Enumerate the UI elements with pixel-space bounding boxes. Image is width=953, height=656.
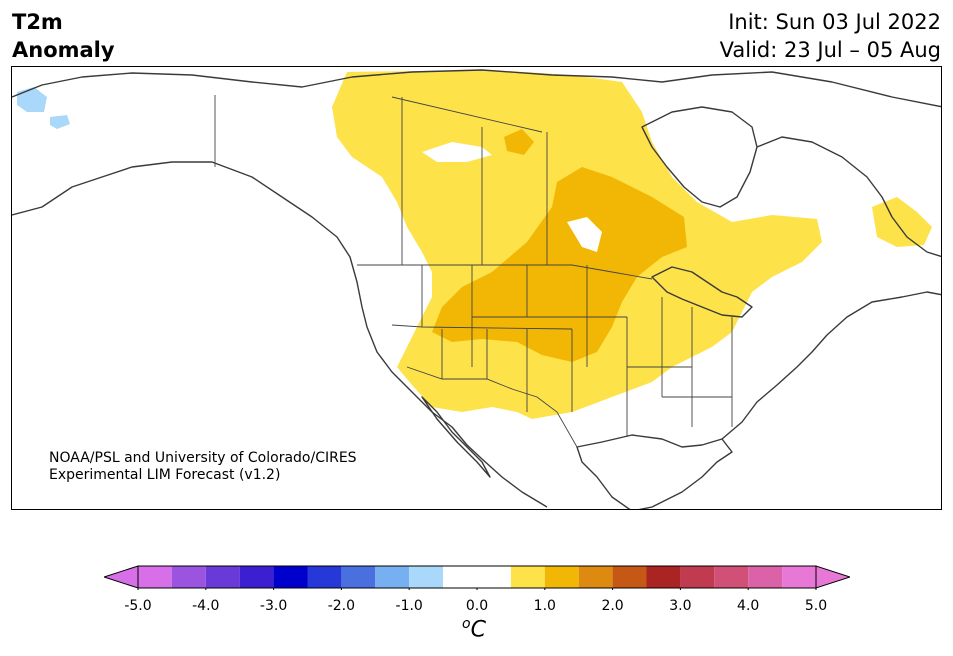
cold-anomaly-alaska [17, 87, 47, 112]
colorbar-bin [171, 566, 206, 588]
colorbar-tick-label: 3.0 [669, 598, 692, 614]
colorbar-bin [443, 566, 511, 588]
colorbar-bin [680, 566, 715, 588]
colorbar-bin [748, 566, 783, 588]
colorbar-tick-label: -5.0 [124, 598, 152, 614]
coastline-arctic [12, 69, 941, 108]
map-title: T2m Anomaly [12, 8, 115, 64]
coastline-baja [421, 396, 491, 478]
colorbar-bin [138, 566, 172, 588]
coastline-labrador [756, 136, 941, 258]
border-canada-provinces [391, 96, 548, 265]
colorbar-bin [646, 566, 681, 588]
credit-line-2: Experimental LIM Forecast (v1.2) [49, 467, 281, 483]
colorbar-tick-label: -4.0 [192, 598, 220, 614]
coastline-hudson-bay [641, 106, 758, 208]
colorbar-tick-label: 4.0 [737, 598, 760, 614]
great-lakes-outline [651, 266, 753, 318]
colorbar-bin [544, 566, 579, 588]
title-type: Anomaly [12, 38, 115, 62]
colorbar-bin [341, 566, 376, 588]
title-variable: T2m [12, 10, 63, 34]
border-us-states [391, 265, 733, 437]
init-date: Init: Sun 03 Jul 2022 [728, 10, 941, 34]
anomaly-map [11, 66, 942, 510]
colorbar-bin [307, 566, 342, 588]
neutral-hole-lake [567, 217, 602, 252]
colorbar-bin [714, 566, 749, 588]
colorbar-bin [612, 566, 647, 588]
warm-anomaly-light-region-east [872, 197, 932, 247]
colorbar-bin [578, 566, 613, 588]
forecast-dates: Init: Sun 03 Jul 2022 Valid: 23 Jul – 05… [720, 8, 941, 64]
colorbar-under-extension [104, 565, 139, 589]
coastline-pacific [12, 161, 548, 508]
colorbar-tick-label: -1.0 [395, 598, 423, 614]
colorbar-bin [375, 566, 410, 588]
colorbar-tick-label: 1.0 [533, 598, 556, 614]
colorbar-tick-label: 0.0 [465, 598, 489, 614]
colorbar-tick-label: 2.0 [601, 598, 624, 614]
neutral-hole-hudson [422, 142, 492, 162]
colorbar-bin [510, 566, 545, 588]
colorbar-bin [273, 566, 308, 588]
colorbar [104, 565, 850, 590]
forecast-credit: NOAA/PSL and University of Colorado/CIRE… [49, 450, 357, 484]
warm-anomaly-mid-region [432, 167, 687, 362]
colorbar-tick-label: -3.0 [259, 598, 288, 614]
valid-range: Valid: 23 Jul – 05 Aug [719, 38, 941, 62]
colorbar-tick-label: -2.0 [327, 598, 356, 614]
coastlines [12, 69, 941, 509]
map-svg [12, 69, 941, 509]
border-us-canada [357, 264, 653, 280]
unit-degree: o [462, 616, 471, 632]
coastline-gulf [576, 434, 733, 509]
colorbar-bin [782, 566, 816, 588]
warm-anomaly-mid-spot [504, 129, 534, 155]
unit-celsius: C [470, 617, 486, 643]
colorbar-bin [205, 566, 240, 588]
colorbar-bin [239, 566, 274, 588]
colorbar-bin [409, 566, 444, 588]
political-borders [214, 95, 733, 448]
colorbar-unit-label: oC [462, 616, 486, 642]
coastline-atlantic [721, 291, 941, 440]
colorbar-tick-label: 5.0 [804, 598, 828, 614]
anomaly-shading [17, 70, 932, 419]
credit-line-1: NOAA/PSL and University of Colorado/CIRE… [49, 450, 357, 466]
colorbar-over-extension [815, 565, 850, 589]
cold-anomaly-alaska-2 [50, 115, 70, 129]
